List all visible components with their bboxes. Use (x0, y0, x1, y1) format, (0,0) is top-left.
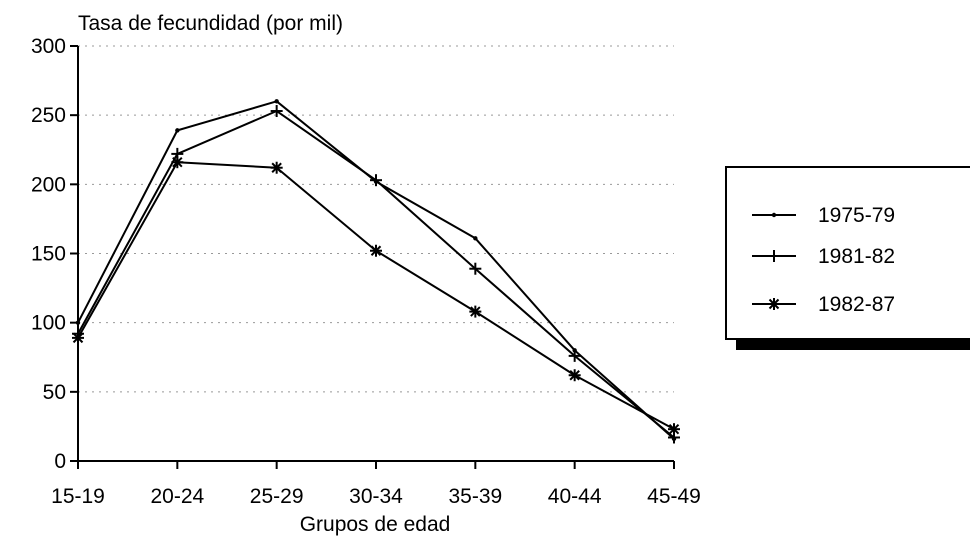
x-tick-label: 35-39 (448, 485, 502, 508)
plus-marker (768, 250, 780, 262)
legend-label: 1981-82 (818, 245, 895, 268)
x-tick-label: 25-29 (250, 485, 304, 508)
x-tick-label: 30-34 (349, 485, 403, 508)
asterisk-marker (469, 305, 482, 318)
asterisk-marker (568, 369, 581, 382)
legend-item: 1975-79 (752, 204, 895, 227)
y-tick-label: 200 (31, 173, 66, 196)
x-axis-title: Grupos de edad (300, 513, 451, 536)
dot-marker (175, 128, 180, 133)
y-tick-label: 300 (31, 35, 66, 58)
series-1982-87 (72, 156, 680, 436)
legend-item: 1982-87 (752, 293, 895, 316)
legend-item: 1981-82 (752, 245, 895, 268)
plus-marker (270, 105, 283, 118)
y-tick-label: 50 (43, 381, 66, 404)
legend-label: 1982-87 (818, 293, 895, 316)
y-tick-label: 0 (54, 450, 66, 473)
y-ticks: 0 50 100 150 200 250 300 (31, 35, 78, 473)
asterisk-marker (768, 298, 780, 310)
gridlines (78, 45, 674, 393)
x-ticks: 15-19 20-24 25-29 30-34 35-39 40-44 45-49 (51, 461, 701, 508)
y-tick-label: 150 (31, 243, 66, 266)
plus-marker (370, 174, 382, 187)
series-line (77, 110, 675, 439)
x-tick-label: 45-49 (647, 485, 701, 508)
y-tick-label: 100 (31, 312, 66, 335)
legend-label: 1975-79 (818, 204, 895, 227)
dot-marker (771, 212, 777, 218)
series-line (77, 100, 675, 440)
legend-box (725, 166, 970, 340)
asterisk-marker (668, 423, 680, 436)
dot-marker (473, 236, 478, 241)
y-axis-title: Tasa de fecundidad (por mil) (78, 12, 343, 35)
asterisk-marker (72, 331, 84, 344)
asterisk-marker (270, 161, 283, 174)
plus-marker (568, 349, 581, 362)
asterisk-marker (171, 156, 184, 169)
plus-marker (469, 262, 482, 275)
x-tick-label: 40-44 (548, 485, 602, 508)
x-tick-label: 15-19 (51, 485, 105, 508)
legend: 1975-79 1981-82 1982-87 (725, 166, 970, 350)
series-1975-79 (75, 99, 677, 442)
y-tick-label: 250 (31, 104, 66, 127)
series-group (72, 99, 680, 444)
dot-marker (274, 99, 279, 104)
x-tick-label: 20-24 (150, 485, 204, 508)
dot-marker (75, 320, 81, 325)
asterisk-marker (370, 244, 382, 257)
series-line (77, 161, 675, 431)
